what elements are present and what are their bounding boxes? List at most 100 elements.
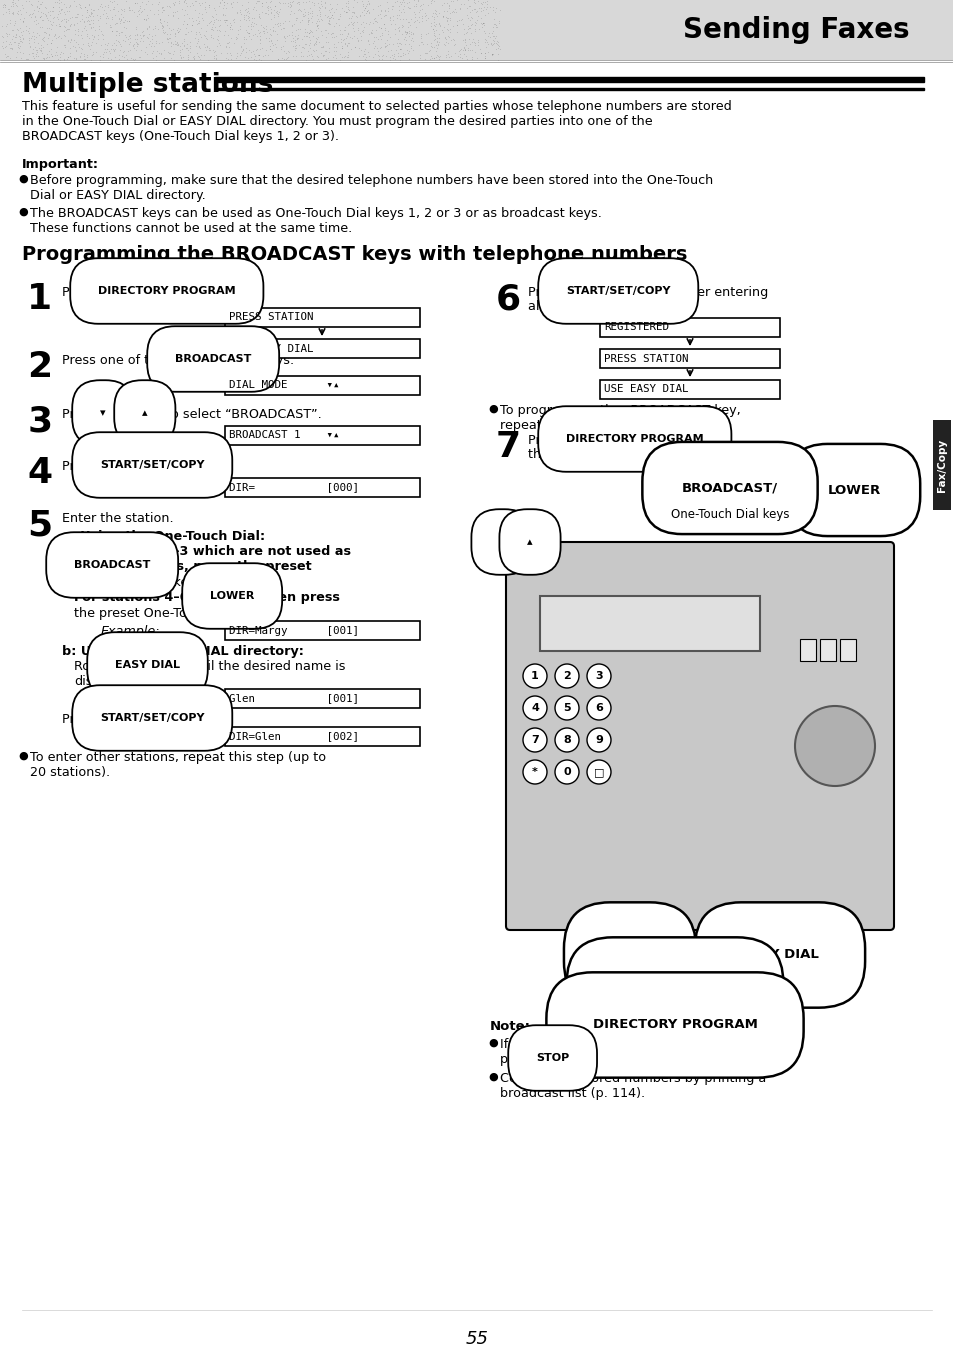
Point [316, 0, 332, 18]
Point [201, 36, 216, 58]
Point [455, 30, 470, 51]
Point [376, 0, 392, 22]
Point [218, 0, 233, 19]
Point [358, 0, 374, 15]
Point [462, 8, 477, 30]
Point [386, 46, 401, 67]
Point [34, 16, 50, 38]
Point [74, 8, 90, 30]
Point [475, 0, 490, 12]
Point [236, 28, 252, 50]
Point [51, 0, 67, 11]
Point [321, 13, 336, 35]
Point [308, 12, 323, 34]
Point [454, 0, 469, 15]
Point [464, 13, 479, 35]
Text: b: Using the EASY DIAL directory:: b: Using the EASY DIAL directory: [62, 645, 304, 658]
Point [36, 30, 51, 51]
Point [10, 0, 26, 11]
Point [249, 24, 264, 46]
Point [81, 4, 96, 26]
Point [153, 42, 169, 63]
Point [345, 0, 360, 18]
Point [125, 49, 140, 70]
Circle shape [555, 759, 578, 784]
Point [163, 19, 178, 40]
Point [335, 35, 350, 57]
Point [399, 0, 415, 18]
Point [299, 3, 314, 24]
Point [159, 23, 174, 45]
Point [339, 22, 355, 43]
Point [441, 26, 456, 47]
Point [126, 49, 141, 70]
Point [476, 31, 492, 53]
Point [461, 0, 476, 18]
Bar [214, 77, 923, 82]
Point [360, 30, 375, 51]
Point [294, 28, 309, 50]
Point [263, 30, 278, 51]
Point [274, 12, 290, 34]
Point [416, 0, 431, 15]
Point [241, 22, 256, 43]
Point [243, 13, 258, 35]
Point [313, 36, 328, 58]
Text: BROADCAST: BROADCAST [174, 353, 251, 364]
Point [56, 24, 71, 46]
Point [488, 39, 503, 61]
Point [74, 27, 90, 49]
Point [139, 16, 154, 38]
Point [34, 0, 50, 13]
Point [348, 5, 363, 27]
Point [44, 28, 59, 50]
Point [305, 39, 320, 61]
Point [442, 19, 457, 40]
Point [117, 30, 132, 51]
Point [30, 32, 46, 54]
Point [397, 26, 413, 47]
Text: .: . [210, 460, 213, 473]
Point [430, 32, 445, 54]
Point [233, 16, 248, 38]
Point [302, 36, 317, 58]
Text: 5: 5 [562, 703, 570, 714]
Point [289, 0, 304, 13]
Point [394, 15, 409, 36]
Point [135, 26, 151, 47]
Point [62, 46, 77, 67]
FancyBboxPatch shape [505, 542, 893, 929]
Point [51, 3, 66, 24]
Point [179, 0, 194, 18]
Point [456, 36, 471, 58]
Point [152, 8, 167, 30]
Point [438, 45, 454, 66]
Point [154, 18, 170, 39]
Point [66, 35, 81, 57]
Point [309, 15, 324, 36]
Point [33, 40, 49, 62]
Point [188, 23, 203, 45]
Point [360, 45, 375, 66]
Point [262, 0, 277, 12]
Point [413, 0, 428, 22]
Text: ●: ● [488, 1072, 497, 1082]
Point [174, 38, 190, 59]
Point [398, 30, 414, 51]
Point [215, 0, 231, 16]
Point [74, 39, 90, 61]
Point [380, 40, 395, 62]
Point [483, 32, 498, 54]
Point [21, 32, 36, 54]
Text: This feature is useful for sending the same document to selected parties whose t: This feature is useful for sending the s… [22, 100, 731, 113]
Point [487, 15, 502, 36]
Point [346, 1, 361, 23]
Point [300, 9, 315, 31]
Point [351, 45, 366, 66]
Point [29, 0, 44, 18]
Point [418, 42, 434, 63]
Point [0, 0, 12, 16]
Point [426, 11, 441, 32]
Point [392, 49, 407, 70]
Point [32, 7, 48, 28]
